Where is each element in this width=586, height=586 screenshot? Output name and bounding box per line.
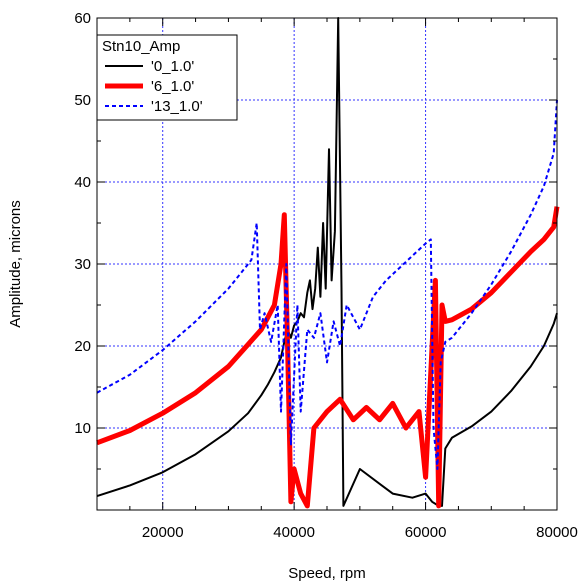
y-tick-label: 50 (74, 92, 91, 109)
legend-label-1: '6_1.0' (151, 78, 194, 95)
legend-title: Stn10_Amp (102, 38, 180, 55)
series-line-0 (96, 17, 558, 507)
y-axis-title: Amplitude, microns (7, 200, 24, 328)
legend-label-2: '13_1.0' (151, 98, 203, 115)
legend-entries: '0_1.0' '6_1.0' '13_1.0' (105, 58, 203, 115)
y-tick-label: 20 (74, 338, 91, 355)
y-tick-label: 10 (74, 420, 91, 437)
x-tick-label: 60000 (405, 524, 447, 541)
ticks: 20000 40000 60000 80000 10 20 30 40 50 60 (74, 10, 578, 541)
y-tick-label: 60 (74, 10, 91, 27)
legend: Stn10_Amp '0_1.0' '6_1.0' '13_1.0' (96, 34, 238, 121)
series-line-2 (96, 99, 558, 470)
series-layer (96, 17, 560, 509)
x-tick-label: 40000 (273, 524, 315, 541)
x-tick-label: 20000 (142, 524, 184, 541)
y-tick-label: 30 (74, 256, 91, 273)
x-axis-title: Speed, rpm (288, 565, 366, 582)
y-tick-label: 40 (74, 174, 91, 191)
series-line-1 (96, 206, 560, 509)
legend-label-0: '0_1.0' (151, 58, 194, 75)
x-tick-label: 80000 (536, 524, 578, 541)
